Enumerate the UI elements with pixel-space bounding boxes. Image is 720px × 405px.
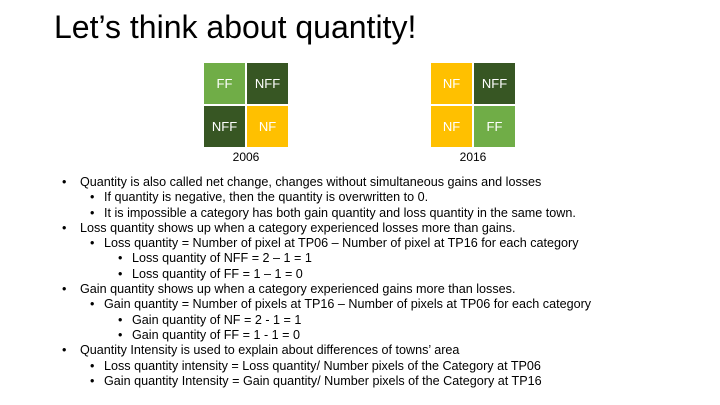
bullet-dot: • (118, 266, 123, 281)
grid-2016-cell: NF (430, 105, 473, 148)
bullet-item: • If quantity is negative, then the quant… (62, 190, 712, 205)
bullet-text: Gain quantity of FF = 1 - 1 = 0 (132, 327, 301, 342)
grid-2006-cell: NFF (203, 105, 246, 148)
bullet-text: Loss quantity of NFF = 2 – 1 = 1 (132, 251, 312, 266)
bullet-item: • Quantity Intensity is used to explain a… (62, 343, 712, 358)
bullet-dot: • (90, 236, 95, 251)
bullet-dot: • (118, 312, 123, 327)
bullet-dot: • (90, 373, 95, 388)
grid-2006-caption: 2006 (232, 150, 260, 164)
bullet-item: • It is impossible a category has both ga… (62, 206, 712, 221)
bullet-dot: • (118, 251, 123, 266)
bullet-dot: • (62, 175, 67, 189)
bullet-text: Gain quantity = Number of pixels at TP16… (104, 297, 592, 312)
bullet-dot: • (90, 297, 95, 312)
slide-title: Let’s think about quantity! (54, 9, 417, 45)
bullet-dot: • (90, 358, 95, 373)
bullet-text: Loss quantity of FF = 1 – 1 = 0 (132, 266, 303, 281)
bullet-text: Gain quantity of NF = 2 - 1 = 1 (132, 312, 302, 327)
bullet-list: • Quantity is also called net change, cha… (62, 175, 712, 389)
bullet-item: • Loss quantity = Number of pixel at TP06… (62, 236, 712, 251)
bullet-item: • Gain quantity shows up when a category … (62, 282, 712, 297)
bullet-text: Quantity is also called net change, chan… (80, 175, 542, 189)
bullet-item: • Gain quantity Intensity = Gain quantity… (62, 374, 712, 389)
grid-2006-cell: NFF (246, 62, 289, 105)
grid-2016-cell: NFF (473, 62, 516, 105)
bullet-dot: • (118, 327, 123, 342)
grid-2006-cell: FF (203, 62, 246, 105)
bullet-text: It is impossible a category has both gai… (104, 205, 576, 220)
grid-2016-cell: NF (430, 62, 473, 105)
bullet-item: • Quantity is also called net change, cha… (62, 175, 712, 190)
grid-2006-cell: NF (246, 105, 289, 148)
bullet-dot: • (62, 343, 67, 358)
bullet-item: • Loss quantity intensity = Loss quantity… (62, 359, 712, 374)
bullet-item: • Loss quantity of FF = 1 – 1 = 0 (62, 267, 712, 282)
bullet-text: If quantity is negative, then the quanti… (104, 190, 429, 205)
bullet-text: Loss quantity shows up when a category e… (80, 220, 516, 235)
bullet-item: • Gain quantity of FF = 1 - 1 = 0 (62, 328, 712, 343)
bullet-dot: • (62, 220, 67, 235)
bullet-text: Gain quantity shows up when a category e… (80, 282, 516, 297)
bullet-item: • Loss quantity shows up when a category … (62, 221, 712, 236)
bullet-text: Quantity Intensity is used to explain ab… (80, 343, 460, 358)
bullet-item: • Gain quantity of NF = 2 - 1 = 1 (62, 313, 712, 328)
grid-2016: NF NFF NF FF (430, 62, 516, 148)
bullet-item: • Gain quantity = Number of pixels at TP1… (62, 297, 712, 312)
bullet-dot: • (90, 190, 95, 205)
bullet-dot: • (62, 282, 67, 297)
bullet-text: Gain quantity Intensity = Gain quantity/… (104, 373, 542, 388)
grid-2006: FF NFF NFF NF (203, 62, 289, 148)
bullet-text: Loss quantity intensity = Loss quantity/… (104, 358, 541, 373)
bullet-dot: • (90, 205, 95, 220)
bullet-item: • Loss quantity of NFF = 2 – 1 = 1 (62, 251, 712, 266)
grid-2016-caption: 2016 (459, 150, 487, 164)
grid-2016-cell: FF (473, 105, 516, 148)
bullet-text: Loss quantity = Number of pixel at TP06 … (104, 236, 579, 251)
